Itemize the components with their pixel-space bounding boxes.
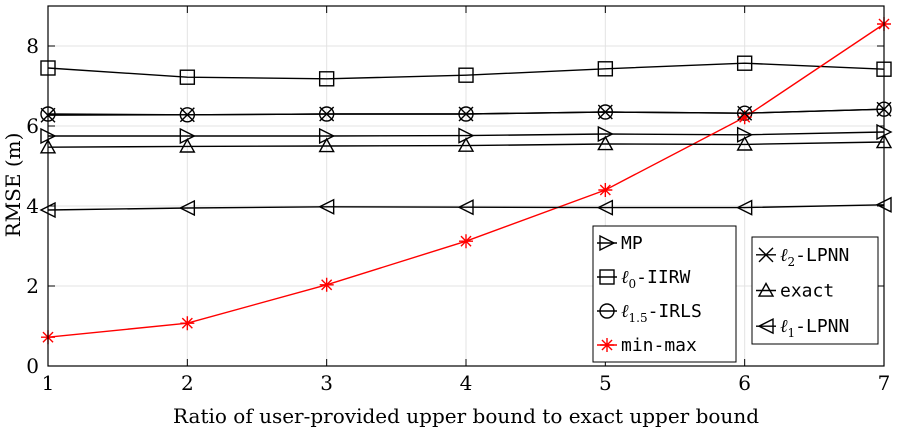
x-tick-label: 3 [320, 371, 333, 395]
data-point [179, 137, 196, 153]
series-line [47, 204, 885, 211]
data-point [597, 61, 614, 77]
data-point [597, 104, 613, 120]
legend-marker [599, 234, 616, 252]
y-tick-label: 2 [26, 274, 39, 298]
legend-1: ℓ2-LPNN exact ℓ1-LPNN [751, 236, 879, 345]
x-tick-label: 2 [181, 371, 194, 395]
legend-entry: ℓ1-LPNN [756, 316, 849, 340]
legend-label: ℓ2-LPNN [780, 245, 849, 269]
legend-marker [599, 303, 615, 319]
data-point [457, 137, 475, 152]
data-point [737, 110, 752, 125]
legend-label: ℓ1-LPNN [780, 316, 849, 340]
data-point [737, 105, 753, 121]
data-point [736, 199, 753, 216]
data-point [179, 107, 195, 123]
y-axis-label: RMSE (m) [1, 133, 25, 238]
legend-entry: min-max [597, 335, 697, 356]
legend-marker [757, 318, 774, 335]
axis-ticks: 1 2 3 4 5 6 7 0 2 4 6 8 [26, 6, 890, 395]
legend-label: exact [780, 281, 834, 302]
legend-marker [600, 338, 614, 352]
data-point [458, 67, 474, 83]
series-line [47, 62, 885, 80]
y-tick-label: 6 [26, 114, 39, 138]
legend-marker [757, 282, 775, 297]
legend-box [592, 225, 737, 363]
legend-0: MP ℓ0-IIRW ℓ1.5-IRLS min-max [592, 225, 737, 363]
x-tick-label: 5 [599, 371, 612, 395]
data-point [459, 234, 473, 249]
series-line [47, 141, 885, 148]
legend-label: min-max [621, 335, 697, 356]
x-axis-label: Ratio of user-provided upper bound to ex… [173, 404, 759, 428]
data-point [319, 106, 335, 122]
legend-entry: exact [756, 281, 834, 302]
legend-entry: MP [597, 233, 643, 254]
x-tick-label: 1 [42, 371, 55, 395]
data-point [736, 55, 753, 71]
legend-entry: ℓ0-IIRW [597, 267, 690, 291]
data-point [178, 199, 196, 217]
data-point [318, 198, 335, 215]
series-4 [40, 101, 892, 123]
legend-label: ℓ0-IIRW [621, 267, 690, 291]
x-tick-label: 6 [738, 371, 751, 395]
data-point [597, 135, 614, 151]
y-tick-label: 8 [26, 34, 39, 58]
data-point [318, 137, 335, 153]
x-tick-label: 7 [878, 371, 891, 395]
legend-entry: ℓ2-LPNN [756, 245, 849, 269]
series-layer [39, 17, 893, 345]
data-point [180, 316, 195, 331]
data-point [458, 106, 474, 122]
data-point [318, 71, 335, 87]
data-point [457, 199, 474, 216]
legend-label: MP [621, 233, 643, 254]
data-point [598, 183, 613, 197]
y-tick-label: 0 [26, 354, 39, 378]
legends: MP ℓ0-IIRW ℓ1.5-IRLS min-max ℓ2-LPNN exact ℓ1-… [592, 225, 879, 363]
legend-marker [758, 247, 774, 263]
data-point [596, 199, 614, 216]
data-point [319, 277, 334, 292]
legend-label: ℓ1.5-IRLS [621, 301, 702, 325]
x-tick-label: 4 [460, 371, 473, 395]
data-point [736, 135, 753, 151]
legend-marker [599, 269, 615, 285]
y-tick-label: 4 [26, 194, 39, 218]
data-point [179, 69, 196, 85]
legend-entry: ℓ1.5-IRLS [597, 301, 702, 325]
series-line [48, 131, 885, 137]
